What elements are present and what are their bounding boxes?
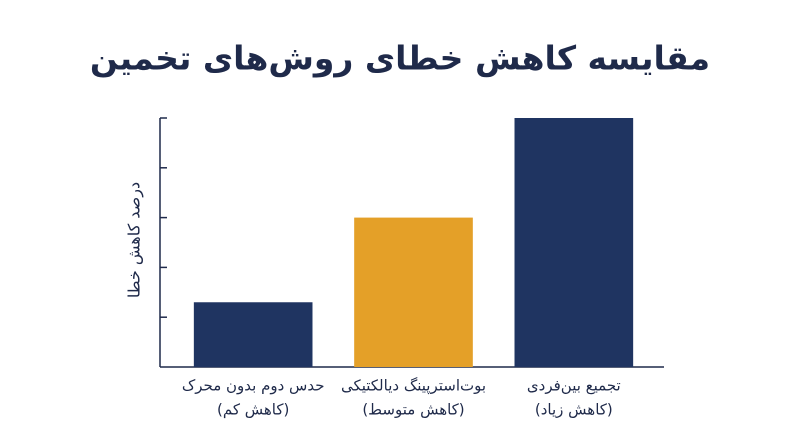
bar bbox=[514, 118, 634, 367]
x-tick-note: (کاهش متوسط) bbox=[362, 401, 464, 419]
chart-title: مقایسه کاهش خطای روش‌های تخمین bbox=[90, 39, 710, 79]
x-tick-label: تجمیع بین‌فردی bbox=[527, 377, 621, 395]
x-tick-note: (کاهش زیاد) bbox=[535, 401, 613, 419]
x-tick-note: (کاهش کم) bbox=[217, 401, 289, 419]
x-tick-label: حدس دوم بدون محرک bbox=[182, 377, 325, 395]
x-tick-label: بوت‌استرپینگ دیالکتیکی bbox=[341, 377, 486, 396]
bar bbox=[354, 217, 473, 367]
y-axis-label: درصد کاهش خطا bbox=[125, 182, 145, 298]
bar bbox=[193, 302, 313, 367]
